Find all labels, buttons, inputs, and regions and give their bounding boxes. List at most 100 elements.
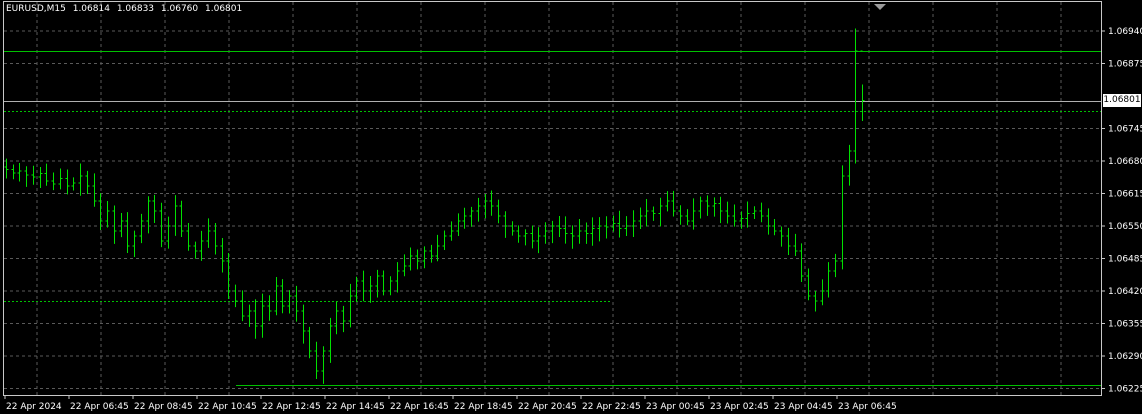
- price-tick-label: 1.06940: [1108, 27, 1142, 37]
- price-tick-label: 1.06615: [1108, 190, 1142, 200]
- price-bar: [125, 212, 130, 253]
- price-bar: [395, 262, 400, 293]
- price-bar: [98, 193, 103, 230]
- price-bar: [651, 206, 656, 221]
- price-bar: [570, 225, 575, 249]
- price-bar: [806, 268, 811, 301]
- price-bar: [388, 276, 393, 296]
- time-tick-label: 23 Apr 00:45: [646, 402, 705, 412]
- price-bar: [510, 221, 515, 236]
- price-bar: [78, 163, 83, 196]
- price-tick-label: 1.06290: [1108, 352, 1142, 362]
- price-bar: [247, 304, 252, 327]
- price-bar: [85, 170, 90, 194]
- price-bar: [820, 279, 825, 306]
- price-bar: [381, 270, 386, 296]
- symbol-info: EURUSD,M15 1.06814 1.06833 1.06760 1.068…: [6, 4, 246, 14]
- price-bar: [516, 225, 521, 243]
- price-bar: [435, 234, 440, 262]
- price-bar: [597, 217, 602, 242]
- chart-shift-marker-icon[interactable]: [874, 4, 886, 10]
- price-bar: [71, 177, 76, 191]
- price-bar: [860, 50, 865, 121]
- price-bar: [328, 317, 333, 363]
- price-bar: [624, 216, 629, 237]
- price-bar: [462, 207, 467, 229]
- price-bar: [732, 204, 737, 227]
- price-bar: [31, 165, 36, 185]
- price-bar: [193, 241, 198, 259]
- price-bar: [240, 290, 245, 322]
- price-bar: [786, 227, 791, 255]
- price-bar: [752, 206, 757, 219]
- time-tick-label: 22 Apr 10:45: [198, 402, 257, 412]
- price-tick-label: 1.06355: [1108, 320, 1142, 330]
- price-bar: [65, 169, 70, 195]
- price-bar: [301, 304, 306, 344]
- price-bar: [341, 305, 346, 333]
- price-bar: [691, 198, 696, 230]
- price-bar: [186, 222, 191, 251]
- price-bar: [759, 202, 764, 223]
- time-tick-label: 22 Apr 12:45: [262, 402, 321, 412]
- price-bar: [725, 201, 730, 224]
- price-bar: [476, 197, 481, 222]
- price-axis[interactable]: 1.06940 1.06875 1.06745 1.06680 1.06615 1.065…: [1101, 27, 1142, 395]
- price-bar: [611, 215, 616, 232]
- price-bar: [543, 222, 548, 244]
- price-bar: [280, 279, 285, 314]
- price-bar: [644, 199, 649, 227]
- price-bar: [483, 193, 488, 219]
- price-bar: [840, 165, 845, 270]
- price-bar: [375, 269, 380, 298]
- price-bar: [233, 284, 238, 308]
- price-bar: [321, 346, 326, 384]
- price-bar: [105, 200, 110, 228]
- price-bar: [260, 293, 265, 338]
- chart-grid: [4, 2, 1101, 395]
- price-bar: [563, 216, 568, 244]
- price-bar: [617, 210, 622, 238]
- price-bar: [847, 144, 852, 186]
- price-bar: [833, 253, 838, 278]
- open-value: 1.06814: [72, 4, 110, 14]
- price-bar: [354, 276, 359, 302]
- price-bar: [530, 225, 535, 249]
- price-bar: [766, 208, 771, 235]
- price-bar: [779, 226, 784, 247]
- price-bar: [287, 290, 292, 314]
- price-bar: [442, 230, 447, 251]
- price-bar: [685, 209, 690, 226]
- price-bar: [307, 326, 312, 359]
- time-tick-label: 22 Apr 14:45: [326, 402, 385, 412]
- price-bar: [132, 230, 137, 257]
- price-bar: [166, 216, 171, 249]
- price-bar: [152, 194, 157, 223]
- price-bar: [712, 197, 717, 217]
- price-bar: [213, 223, 218, 255]
- price-tick-label: 1.06485: [1108, 255, 1142, 265]
- price-bar: [577, 219, 582, 244]
- price-bar: [503, 211, 508, 238]
- time-axis[interactable]: 22 Apr 2024 22 Apr 06:45 22 Apr 08:45 22 Ap…: [4, 395, 897, 412]
- price-tick-label: 1.06745: [1108, 125, 1142, 135]
- price-bar: [631, 210, 636, 238]
- time-tick-label: 22 Apr 06:45: [70, 402, 129, 412]
- price-bar: [813, 290, 818, 312]
- price-bar: [415, 249, 420, 270]
- price-tick-label: 1.06420: [1108, 287, 1142, 297]
- price-bar: [24, 166, 29, 187]
- price-bar: [718, 196, 723, 224]
- price-bar: [469, 206, 474, 227]
- price-bar: [671, 190, 676, 217]
- price-bar: [294, 285, 299, 322]
- price-bar: [146, 196, 151, 234]
- price-bar: [590, 217, 595, 246]
- price-bar: [17, 163, 22, 182]
- price-bar: [38, 166, 43, 189]
- price-bar: [44, 163, 49, 186]
- price-bar: [368, 276, 373, 303]
- price-bar: [745, 201, 750, 228]
- price-bar: [334, 301, 339, 335]
